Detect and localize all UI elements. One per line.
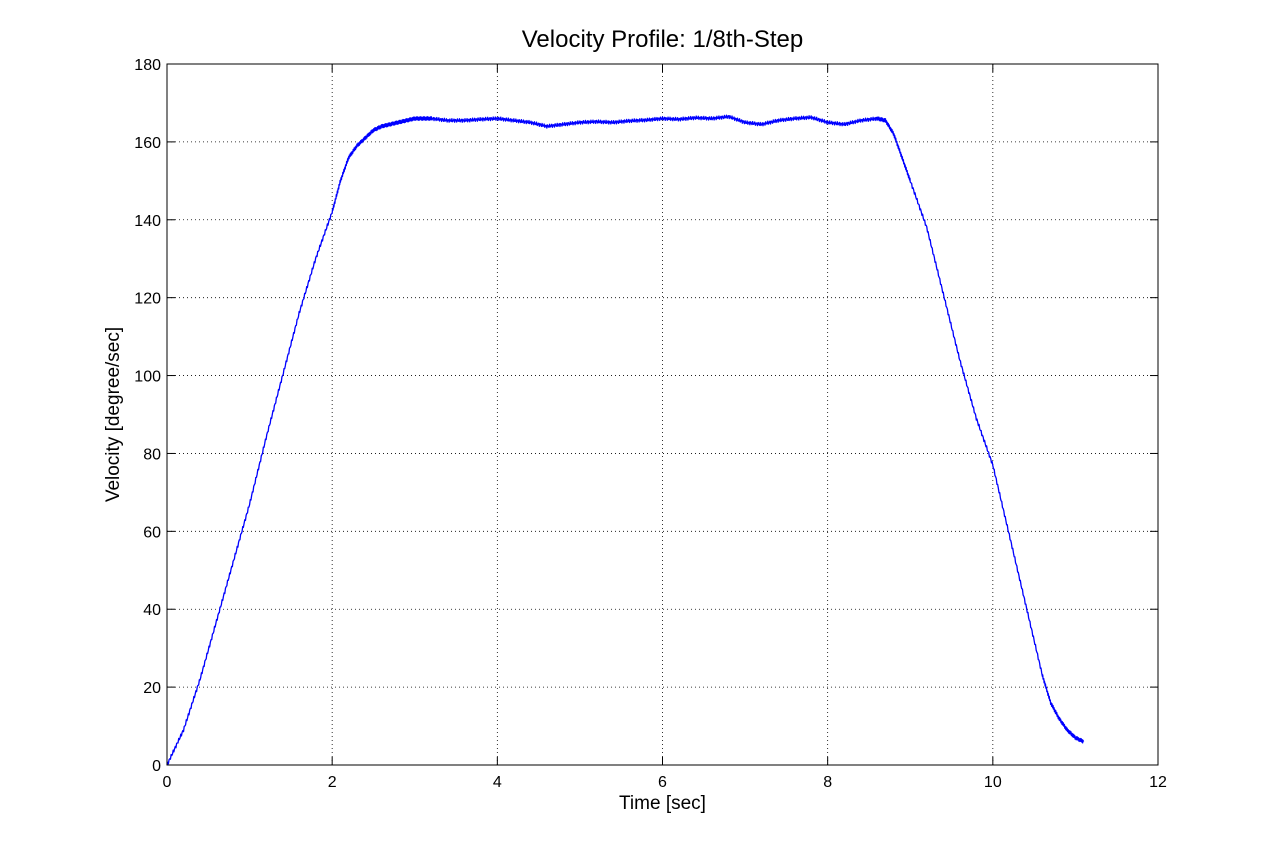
- y-tick-label: 180: [134, 57, 161, 74]
- y-tick-label: 0: [152, 758, 161, 775]
- y-tick-label: 40: [143, 602, 161, 619]
- chart-title: Velocity Profile: 1/8th-Step: [522, 26, 803, 53]
- x-tick-label: 6: [658, 774, 667, 791]
- y-tick-label: 60: [143, 524, 161, 541]
- y-tick-label: 100: [134, 369, 161, 386]
- x-tick-label: 4: [493, 774, 502, 791]
- y-axis-label: Velocity [degree/sec]: [103, 327, 124, 502]
- series-group: [166, 114, 1085, 766]
- x-tick-label: 10: [984, 774, 1002, 791]
- y-tick-label: 160: [134, 135, 161, 152]
- y-tick-label: 20: [143, 680, 161, 697]
- grid-lines: [167, 64, 1158, 765]
- x-tick-label: 2: [328, 774, 337, 791]
- y-tick-label: 140: [134, 213, 161, 230]
- x-tick-label: 12: [1149, 774, 1167, 791]
- x-tick-label: 0: [163, 774, 172, 791]
- y-tick-label: 80: [143, 446, 161, 463]
- y-tick-label: 120: [134, 291, 161, 308]
- x-tick-label: 8: [823, 774, 832, 791]
- x-axis-label: Time [sec]: [619, 793, 706, 814]
- series-line: [166, 114, 1085, 766]
- plot-area: [167, 64, 1158, 765]
